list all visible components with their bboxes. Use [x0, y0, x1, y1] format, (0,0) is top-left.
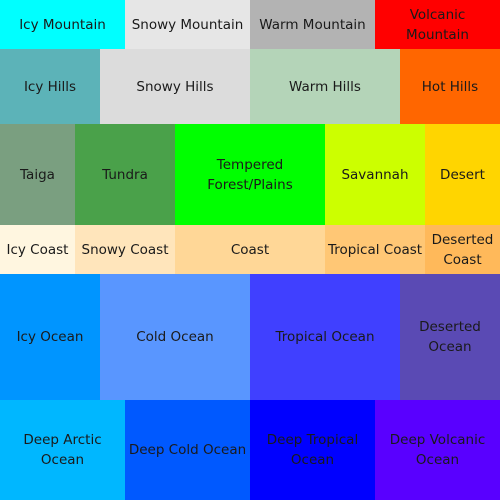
- cell-deep-arctic-ocean: Deep Arctic Ocean: [0, 400, 125, 500]
- row-deep-oceans: Deep Arctic Ocean Deep Cold Ocean Deep T…: [0, 400, 500, 500]
- cell-label: Deserted Coast: [431, 231, 494, 268]
- cell-desert: Desert: [425, 124, 500, 225]
- cell-label: Snowy Hills: [136, 78, 214, 95]
- cell-icy-coast: Icy Coast: [0, 225, 75, 274]
- cell-snowy-mountain: Snowy Mountain: [125, 0, 250, 49]
- cell-snowy-hills: Snowy Hills: [100, 49, 250, 124]
- cell-taiga: Taiga: [0, 124, 75, 225]
- cell-label: Tempered Forest/Plains: [207, 156, 293, 193]
- cell-label: Taiga: [20, 166, 55, 183]
- cell-coast: Coast: [175, 225, 325, 274]
- row-hills: Icy Hills Snowy Hills Warm Hills Hot Hil…: [0, 49, 500, 124]
- cell-snowy-coast: Snowy Coast: [75, 225, 175, 274]
- cell-label: Savannah: [341, 166, 409, 183]
- cell-deserted-ocean: Deserted Ocean: [400, 274, 500, 400]
- cell-deserted-coast: Deserted Coast: [425, 225, 500, 274]
- cell-label: Snowy Coast: [81, 241, 169, 258]
- cell-icy-ocean: Icy Ocean: [0, 274, 100, 400]
- cell-hot-hills: Hot Hills: [400, 49, 500, 124]
- cell-label: Snowy Mountain: [131, 16, 244, 33]
- cell-label: Deep Arctic Ocean: [23, 432, 102, 468]
- cell-icy-hills: Icy Hills: [0, 49, 100, 124]
- cell-warm-hills: Warm Hills: [250, 49, 400, 124]
- cell-warm-mountain: Warm Mountain: [250, 0, 375, 49]
- row-coasts: Icy Coast Snowy Coast Coast Tropical Coa…: [0, 225, 500, 274]
- cell-label: Icy Ocean: [16, 329, 84, 345]
- cell-deep-volcanic-ocean: Deep Volcanic Ocean: [375, 400, 500, 500]
- cell-label: Icy Mountain: [19, 16, 106, 33]
- cell-label: Warm Mountain: [259, 16, 366, 33]
- cell-label: Cold Ocean: [136, 329, 214, 345]
- cell-tempered-forest-plains: Tempered Forest/Plains: [175, 124, 325, 225]
- cell-savannah: Savannah: [325, 124, 425, 225]
- cell-label: Tropical Coast: [327, 241, 423, 258]
- cell-tropical-ocean: Tropical Ocean: [250, 274, 400, 400]
- cell-icy-mountain: Icy Mountain: [0, 0, 125, 49]
- cell-label: Desert: [440, 166, 485, 183]
- row-oceans: Icy Ocean Cold Ocean Tropical Ocean Dese…: [0, 274, 500, 400]
- cell-label: Icy Hills: [23, 78, 77, 95]
- cell-label: Volcanic Mountain: [406, 6, 469, 43]
- cell-label: Deep Tropical Ocean: [266, 432, 359, 468]
- cell-tropical-coast: Tropical Coast: [325, 225, 425, 274]
- cell-label: Tropical Ocean: [275, 329, 375, 345]
- cell-label: Hot Hills: [421, 78, 479, 95]
- cell-label: Icy Coast: [6, 241, 69, 258]
- cell-tundra: Tundra: [75, 124, 175, 225]
- cell-label: Warm Hills: [289, 78, 361, 95]
- cell-label: Coast: [230, 241, 270, 258]
- cell-volcanic-mountain: Volcanic Mountain: [375, 0, 500, 49]
- cell-deep-tropical-ocean: Deep Tropical Ocean: [250, 400, 375, 500]
- cell-deep-cold-ocean: Deep Cold Ocean: [125, 400, 250, 500]
- cell-label: Tundra: [102, 166, 148, 183]
- cell-label: Deep Volcanic Ocean: [389, 432, 486, 468]
- cell-cold-ocean: Cold Ocean: [100, 274, 250, 400]
- cell-label: Deserted Ocean: [419, 319, 481, 355]
- row-mountains: Icy Mountain Snowy Mountain Warm Mountai…: [0, 0, 500, 49]
- row-lands: Taiga Tundra Tempered Forest/Plains Sava…: [0, 124, 500, 225]
- cell-label: Deep Cold Ocean: [128, 442, 247, 458]
